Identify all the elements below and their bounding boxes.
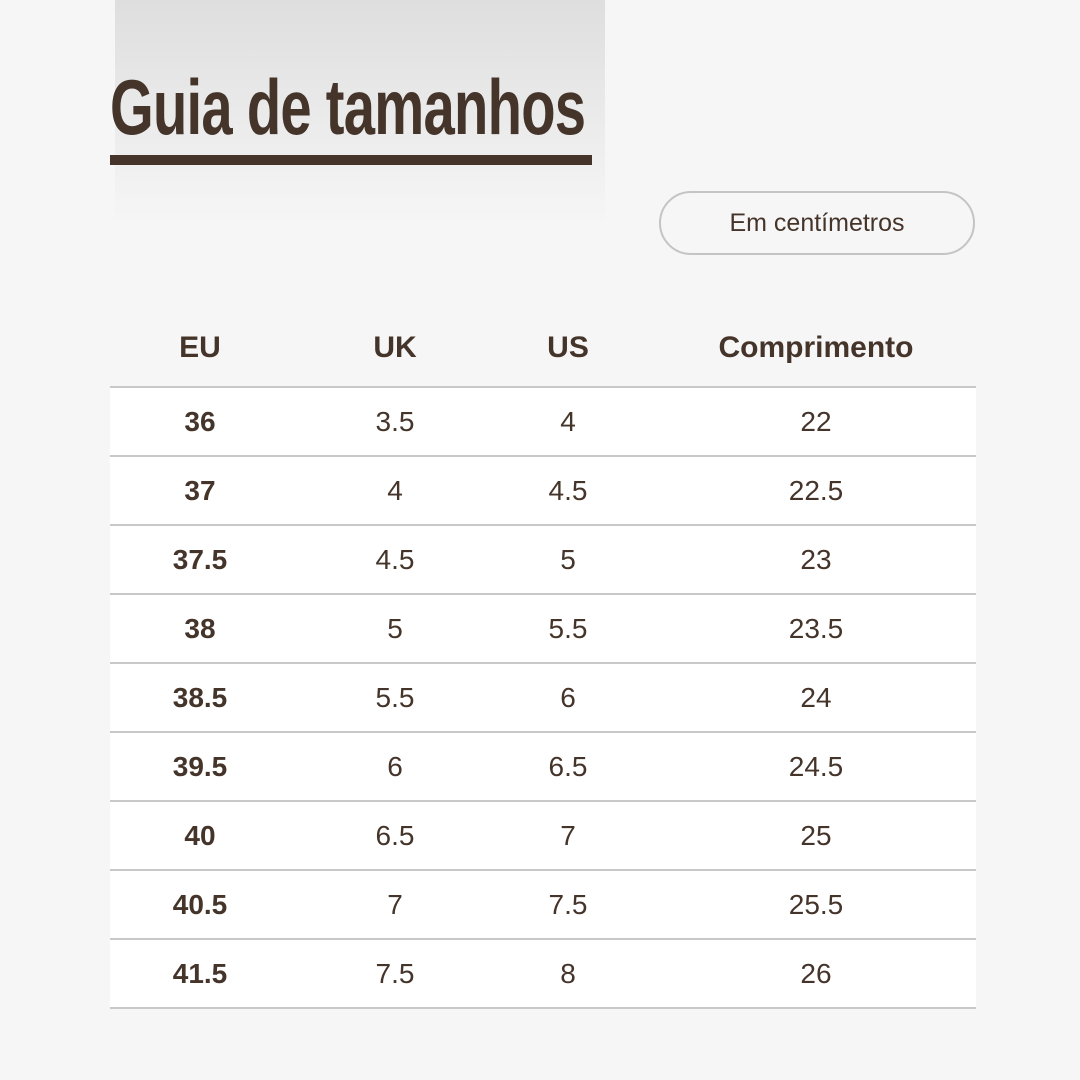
table-cell: 37.5	[172, 543, 228, 575]
title-underline	[110, 155, 592, 165]
table-row: 38.5 5.5 6 24	[110, 664, 976, 733]
header-row: EU UK US Comprimento	[110, 310, 976, 388]
table-cell: 39.5	[172, 750, 228, 782]
table-cell: 23.5	[788, 612, 844, 644]
title-background	[115, 0, 605, 225]
table-cell: 4.5	[375, 543, 415, 575]
table-cell: 4	[387, 474, 403, 506]
table-cell: 40	[184, 819, 216, 851]
table-row: 36 3.5 4 22	[110, 388, 976, 457]
table-cell: 37	[184, 474, 216, 506]
table-cell: 24.5	[788, 750, 844, 782]
table-cell: 5	[560, 543, 576, 575]
table-cell: 25.5	[788, 888, 844, 920]
table-cell: 5.5	[548, 612, 588, 644]
table-cell: 6.5	[548, 750, 588, 782]
table-cell: 4	[560, 405, 576, 437]
table-cell: 40.5	[172, 888, 228, 920]
table-row: 37.5 4.5 5 23	[110, 526, 976, 595]
column-header: UK	[373, 331, 417, 364]
table-cell: 41.5	[172, 957, 228, 989]
table-row: 40 6.5 7 25	[110, 802, 976, 871]
table-cell: 3.5	[375, 405, 415, 437]
title: Guia de tamanhos	[110, 63, 586, 151]
table-cell: 7	[560, 819, 576, 851]
column-header: US	[547, 331, 589, 364]
table-cell: 22	[800, 405, 832, 437]
table-cell: 4.5	[548, 474, 588, 506]
table-cell: 38.5	[172, 681, 228, 713]
table-cell: 8	[560, 957, 576, 989]
table-cell: 24	[800, 681, 832, 713]
table-row: 41.5 7.5 8 26	[110, 940, 976, 1009]
table-cell: 7.5	[548, 888, 588, 920]
size-table: EU UK US Comprimento 36 3.5 4 22 37 4 4.5 22.5 37.5 4…	[110, 310, 976, 1009]
table-cell: 6	[387, 750, 403, 782]
table-cell: 7	[387, 888, 403, 920]
unit-badge: Em centímetros	[659, 191, 975, 255]
table-cell: 38	[184, 612, 216, 644]
column-header: Comprimento	[718, 331, 914, 364]
table-cell: 6	[560, 681, 576, 713]
table-cell: 5.5	[375, 681, 415, 713]
table-cell: 6.5	[375, 819, 415, 851]
column-header: EU	[179, 331, 221, 364]
table-cell: 23	[800, 543, 832, 575]
table-row: 40.5 7 7.5 25.5	[110, 871, 976, 940]
table-cell: 25	[800, 819, 832, 851]
table-row: 38 5 5.5 23.5	[110, 595, 976, 664]
table-cell: 7.5	[375, 957, 415, 989]
table-row: 39.5 6 6.5 24.5	[110, 733, 976, 802]
table-cell: 26	[800, 957, 832, 989]
table-cell: 5	[387, 612, 403, 644]
table-cell: 36	[184, 405, 216, 437]
table-row: 37 4 4.5 22.5	[110, 457, 976, 526]
table-cell: 22.5	[788, 474, 844, 506]
